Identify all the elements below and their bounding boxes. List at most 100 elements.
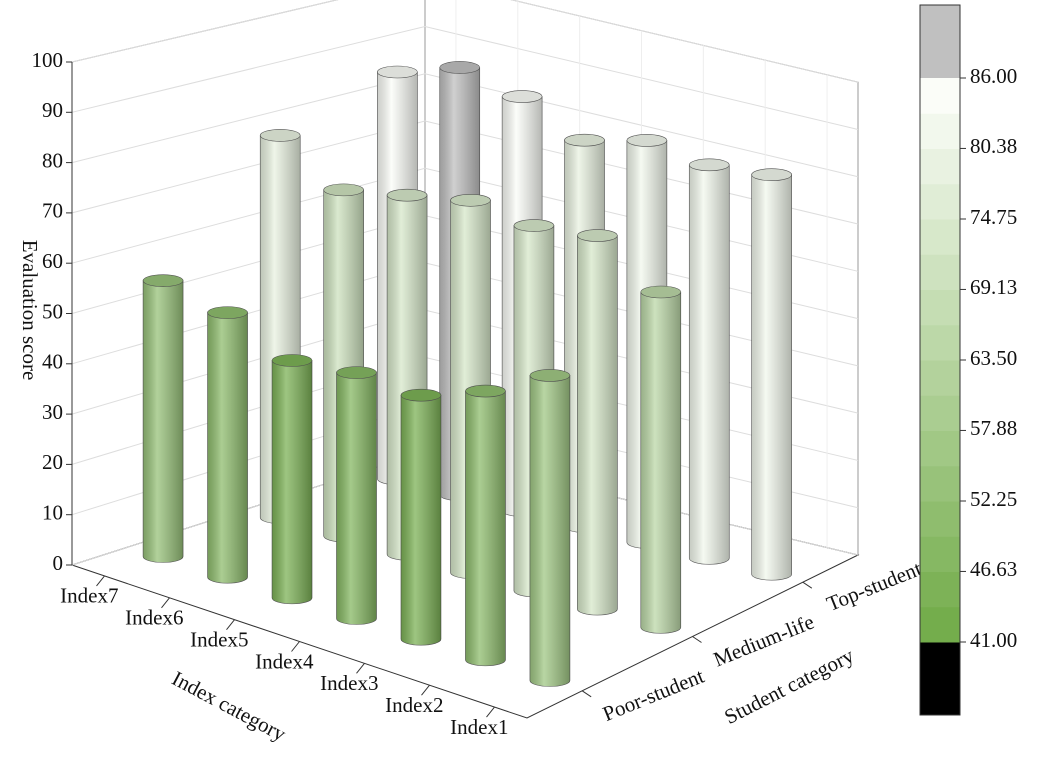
bar-top-shade xyxy=(564,134,605,147)
bar-top-shade xyxy=(323,183,364,196)
bar xyxy=(751,168,792,581)
colorbar-band xyxy=(920,536,960,572)
bar-shade xyxy=(751,174,792,581)
bar-top-shade xyxy=(387,189,428,202)
bar xyxy=(400,388,442,646)
bar-top-shade xyxy=(260,129,301,142)
z-tick-label: 90 xyxy=(42,98,63,122)
bar-top xyxy=(501,90,543,103)
bar-top-shade xyxy=(577,229,618,242)
colorbar-tick-label: 41.00 xyxy=(970,628,1017,652)
bar-top xyxy=(271,354,313,367)
bar-top xyxy=(259,129,301,142)
colorbar-band xyxy=(920,113,960,149)
z-tick-label: 60 xyxy=(42,249,63,273)
grid-line xyxy=(71,73,859,178)
bar xyxy=(688,158,730,565)
bar-top-shade xyxy=(640,285,681,298)
bar-top xyxy=(450,193,491,207)
bar xyxy=(577,229,618,616)
bar-top-shade xyxy=(465,385,506,398)
bar-top xyxy=(513,219,555,232)
bar-top xyxy=(529,369,571,382)
z-tick-label: 40 xyxy=(42,350,63,374)
colorbar-tick-label: 86.00 xyxy=(970,64,1017,88)
z-tick-label: 100 xyxy=(32,48,64,72)
x-tick xyxy=(161,597,170,609)
z-tick-label: 20 xyxy=(42,450,63,474)
colorbar-tick-label: 69.13 xyxy=(970,275,1017,299)
colorbar-band xyxy=(920,430,960,467)
bar-shade xyxy=(207,312,248,584)
y-tick xyxy=(581,690,592,698)
bar-shade xyxy=(529,375,570,687)
z-tick-label: 50 xyxy=(42,299,63,323)
x-tick xyxy=(291,641,300,652)
x-tick-label: Index5 xyxy=(190,627,248,651)
bar-top xyxy=(336,366,377,379)
bar-shade xyxy=(400,395,441,646)
bar-top xyxy=(439,61,481,74)
bar-shade xyxy=(689,164,730,565)
colorbar-band xyxy=(920,571,960,608)
bar-shade xyxy=(336,372,377,625)
z-tick-label: 80 xyxy=(42,148,63,172)
bar-top-shade xyxy=(400,389,441,402)
bar-shade xyxy=(640,291,681,634)
colorbar-band xyxy=(920,289,960,326)
bar-top xyxy=(640,285,682,299)
bar xyxy=(142,274,184,563)
colorbar-band xyxy=(920,606,960,643)
colorbar-band xyxy=(920,395,960,431)
bar-shade xyxy=(143,280,184,563)
colorbar-tick-label: 80.38 xyxy=(970,134,1017,158)
bar-top xyxy=(386,188,428,202)
z-tick-label: 0 xyxy=(53,551,64,575)
x-tick xyxy=(226,619,235,630)
x-tick-label: Index4 xyxy=(255,649,314,673)
bar xyxy=(465,384,506,667)
colorbar-tick-label: 57.88 xyxy=(970,416,1017,440)
bar xyxy=(271,354,313,605)
bar-top-shade xyxy=(377,66,418,79)
bar-top xyxy=(377,65,418,79)
x-tick-label: Index7 xyxy=(60,584,118,608)
bar-top-shade xyxy=(529,369,570,382)
x-tick xyxy=(96,575,105,587)
bar-top-shade xyxy=(689,158,730,171)
z-tick-label: 70 xyxy=(42,199,63,223)
colorbar-under xyxy=(920,642,960,715)
bar-top xyxy=(577,229,618,242)
colorbar-tick-label: 74.75 xyxy=(970,205,1017,229)
bar xyxy=(640,285,682,634)
x-tick-label: Index1 xyxy=(450,715,508,739)
bar-top xyxy=(751,168,792,182)
grid-line xyxy=(71,0,859,83)
colorbar-tick-label: 63.50 xyxy=(970,346,1017,370)
bar-shade xyxy=(272,360,313,604)
bar-top-shade xyxy=(207,306,248,319)
bar-top xyxy=(465,384,506,398)
x-axis-label: Index category xyxy=(168,666,290,746)
bar-top xyxy=(564,133,605,147)
bar xyxy=(529,369,571,687)
bar-shade xyxy=(577,235,618,616)
colorbar-band xyxy=(920,360,960,396)
x-tick xyxy=(486,706,495,718)
bar-top xyxy=(142,274,184,287)
x-tick xyxy=(421,684,430,696)
bar-top-shade xyxy=(272,354,313,367)
bar-top xyxy=(626,134,668,147)
bar-top xyxy=(688,158,730,172)
colorbar-band xyxy=(920,465,960,502)
z-tick-label: 10 xyxy=(42,501,63,525)
colorbar-band xyxy=(920,219,960,255)
colorbar-over xyxy=(920,5,960,78)
z-tick-label: 30 xyxy=(42,400,63,424)
x-tick-label: Index3 xyxy=(320,671,378,695)
bar-top-shade xyxy=(450,194,491,207)
bar-top-shade xyxy=(513,219,554,232)
colorbar-tick-label: 46.63 xyxy=(970,557,1017,581)
colorbar-tick-label: 52.25 xyxy=(970,487,1017,511)
